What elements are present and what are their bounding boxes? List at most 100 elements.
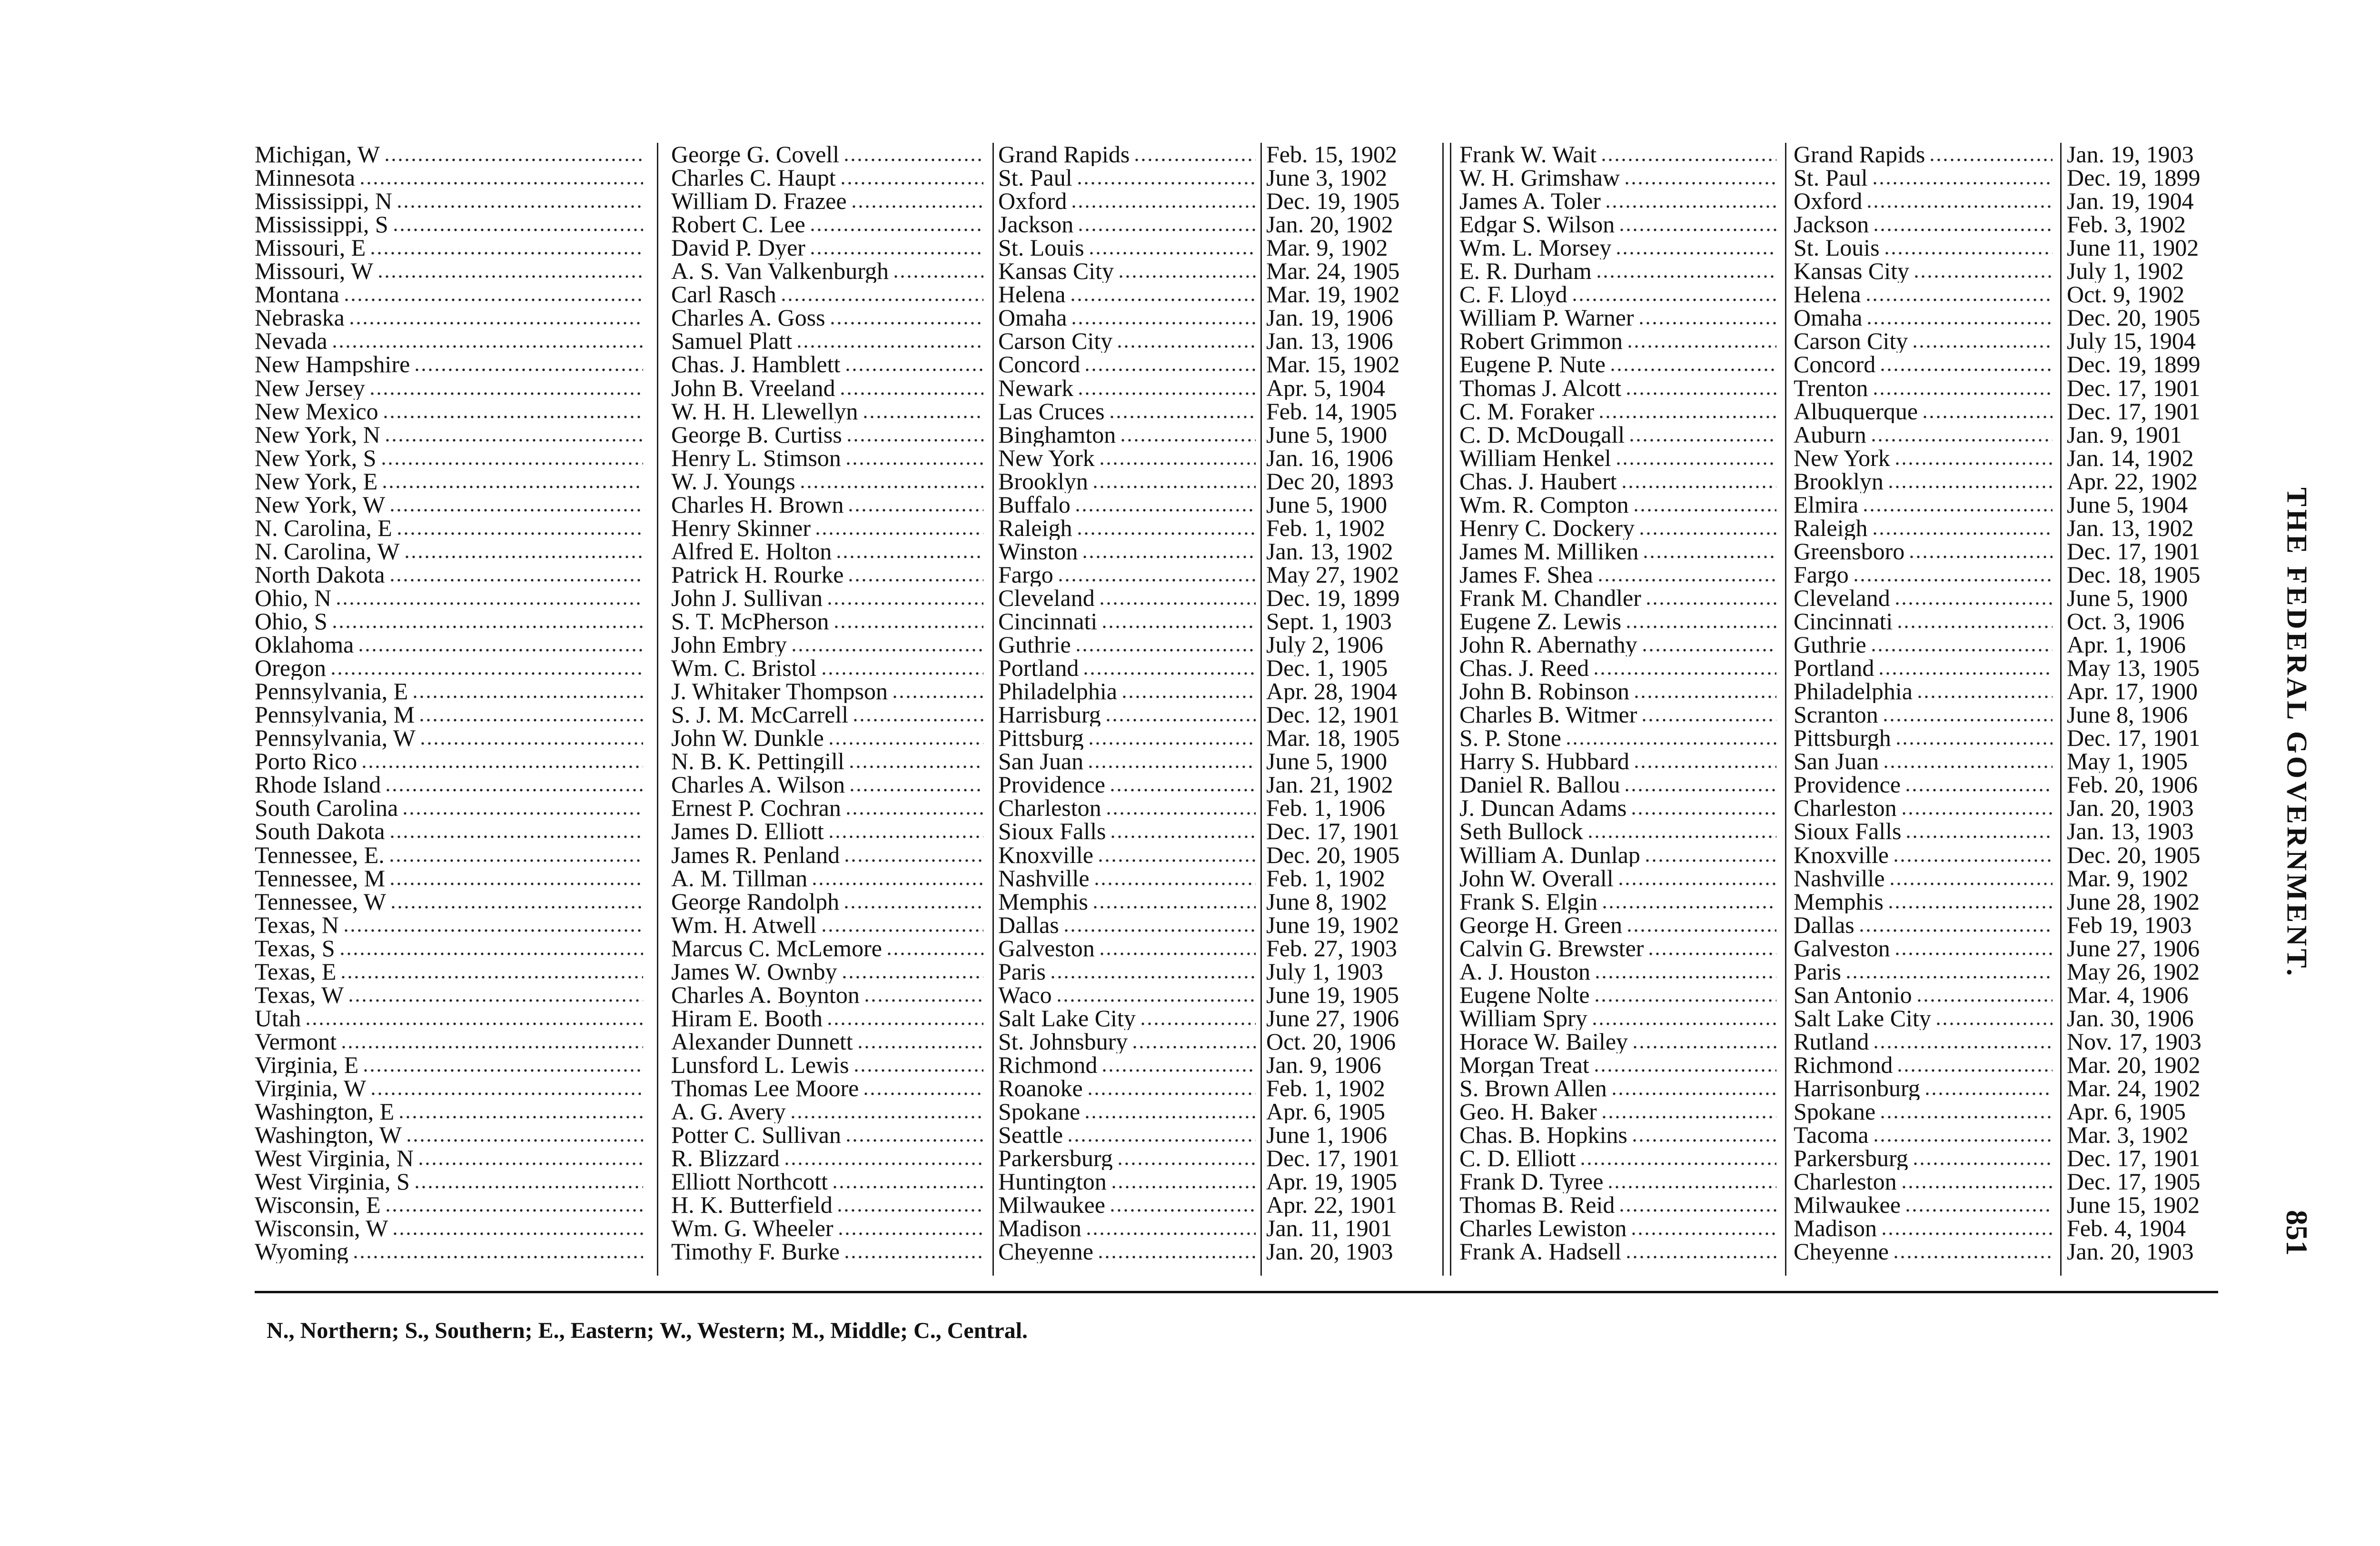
marshal-city-text: Providence xyxy=(1794,773,1901,797)
judge-appointed-text: Jan. 11, 1901 xyxy=(1266,1217,1392,1240)
dot-leader xyxy=(1133,159,1256,161)
marshal-appointed-cell: Dec. 17, 1901 xyxy=(2067,377,2229,400)
dot-leader xyxy=(1121,695,1256,699)
district-cell: New York, S xyxy=(255,446,645,470)
judge-appointed-cell: June 19, 1905 xyxy=(1266,983,1430,1007)
judge-appointed-text: Dec. 1, 1905 xyxy=(1266,656,1388,680)
table-row: Mississippi, N William D. Frazee Oxford Dec… xyxy=(0,189,2380,213)
dot-leader xyxy=(849,789,983,792)
judge-appointed-text: Apr. 19, 1905 xyxy=(1266,1170,1397,1194)
judge-city-cell: Waco xyxy=(998,983,1258,1007)
district-cell: Texas, N xyxy=(255,913,645,937)
judge-text: Potter C. Sullivan xyxy=(671,1123,841,1147)
dot-leader xyxy=(844,462,983,465)
dot-leader xyxy=(1085,1232,1256,1236)
marshal-cell: Charles Lewiston xyxy=(1459,1217,1778,1240)
table-row: Ohio, N John J. Sullivan Cleveland Dec. 19,… xyxy=(0,586,2380,610)
judge-appointed-cell: Dec. 19, 1899 xyxy=(1266,586,1430,610)
judge-city-text: Providence xyxy=(998,773,1105,797)
marshal-city-cell: Tacoma xyxy=(1794,1123,2054,1147)
dot-leader xyxy=(1892,1256,2053,1259)
marshal-cell: Robert Grimmon xyxy=(1459,329,1778,353)
marshal-cell: E. R. Durham xyxy=(1459,259,1778,283)
dot-leader xyxy=(368,392,643,395)
dot-leader xyxy=(1057,578,1256,582)
judge-city-text: Huntington xyxy=(998,1170,1107,1194)
marshal-cell: Calvin G. Brewster xyxy=(1459,937,1778,960)
dot-leader xyxy=(1097,1256,1256,1259)
judge-appointed-cell: Oct. 20, 1906 xyxy=(1266,1030,1430,1053)
judge-appointed-text: Feb. 1, 1902 xyxy=(1266,1077,1385,1100)
marshal-appointed-text: June 27, 1906 xyxy=(2067,936,2200,960)
marshal-cell: Frank A. Hadsell xyxy=(1459,1240,1778,1263)
judge-appointed-text: Apr. 28, 1904 xyxy=(1266,680,1397,704)
marshal-appointed-text: Mar. 24, 1902 xyxy=(2067,1077,2201,1100)
marshal-cell: George H. Green xyxy=(1459,913,1778,937)
marshal-appointed-cell: June 5, 1904 xyxy=(2067,493,2229,516)
dot-leader xyxy=(1110,835,1256,839)
dot-leader xyxy=(1593,999,1776,1002)
marshal-city-cell: Rutland xyxy=(1794,1030,2054,1053)
marshal-cell: John B. Robinson xyxy=(1459,680,1778,703)
marshal-city-cell: San Juan xyxy=(1794,750,2054,773)
judge-city-text: Las Cruces xyxy=(998,399,1105,423)
dot-leader xyxy=(1908,555,2053,558)
column-rule xyxy=(657,143,658,1276)
marshal-cell: Charles B. Witmer xyxy=(1459,703,1778,726)
judge-text: Wm. H. Atwell xyxy=(671,913,817,937)
marshal-cell: James M. Milliken xyxy=(1459,540,1778,563)
dot-leader xyxy=(827,742,983,745)
marshal-appointed-text: Apr. 6, 1905 xyxy=(2067,1100,2186,1124)
district-cell: Ohio, N xyxy=(255,586,645,610)
district-text: New York, W xyxy=(255,493,386,516)
dot-leader xyxy=(811,882,983,885)
district-text: New Mexico xyxy=(255,399,378,423)
table-row: Rhode Island Charles A. Wilson Providence J… xyxy=(0,773,2380,796)
judge-appointed-text: Apr. 22, 1901 xyxy=(1266,1193,1397,1217)
judge-city-text: Oxford xyxy=(998,189,1067,213)
table-row: Missouri, E David P. Dyer St. Louis Mar. 9,… xyxy=(0,236,2380,259)
marshal-city-text: Madison xyxy=(1794,1217,1877,1240)
marshal-appointed-text: July 15, 1904 xyxy=(2067,329,2196,353)
table-row: Ohio, S S. T. McPherson Cincinnati Sept. 1,… xyxy=(0,610,2380,633)
district-cell: Texas, E xyxy=(255,960,645,983)
judge-city-text: Helena xyxy=(998,283,1066,307)
marshal-appointed-text: Dec. 17, 1901 xyxy=(2067,1147,2201,1170)
marshal-city-text: Scranton xyxy=(1794,703,1878,727)
dot-leader xyxy=(352,1256,643,1259)
district-cell: Wisconsin, E xyxy=(255,1193,645,1217)
judge-text: Carl Rasch xyxy=(671,283,776,307)
marshal-text: Charles Lewiston xyxy=(1459,1217,1627,1240)
dot-leader xyxy=(1109,1209,1256,1212)
marshal-appointed-cell: Dec. 17, 1901 xyxy=(2067,1147,2229,1170)
marshal-appointed-cell: Dec. 19, 1899 xyxy=(2067,353,2229,376)
table-row: Pennsylvania, M S. J. M. McCarrell Harrisb… xyxy=(0,703,2380,726)
district-text: New York, S xyxy=(255,446,377,470)
dot-leader xyxy=(347,999,643,1002)
district-text: Pennsylvania, W xyxy=(255,726,416,750)
judge-appointed-text: Dec. 12, 1901 xyxy=(1266,703,1400,727)
dot-leader xyxy=(1620,485,1776,488)
judge-cell: Charles H. Brown xyxy=(671,493,985,516)
marshal-city-cell: Portland xyxy=(1794,656,2054,680)
judge-text: Chas. J. Hamblett xyxy=(671,353,841,377)
judge-appointed-text: Mar. 15, 1902 xyxy=(1266,353,1400,377)
dot-leader xyxy=(1924,1092,2053,1095)
judge-city-text: Seattle xyxy=(998,1123,1063,1147)
judge-appointed-cell: June 1, 1906 xyxy=(1266,1123,1430,1147)
marshal-text: Frank A. Hadsell xyxy=(1459,1240,1622,1264)
judge-city-text: Winston xyxy=(998,539,1078,563)
marshal-appointed-cell: Mar. 24, 1902 xyxy=(2067,1077,2229,1100)
marshal-appointed-cell: June 5, 1900 xyxy=(2067,586,2229,610)
marshal-cell: James A. Toler xyxy=(1459,189,1778,213)
judge-text: Henry Skinner xyxy=(671,516,811,540)
marshal-text: Chas. B. Hopkins xyxy=(1459,1123,1627,1147)
marshal-text: Morgan Treat xyxy=(1459,1053,1589,1077)
column-rule xyxy=(992,143,994,1276)
dot-leader xyxy=(1631,1139,1776,1142)
dot-leader xyxy=(1905,835,2053,839)
table-row: Texas, W Charles A. Boynton Waco June 19, 1… xyxy=(0,983,2380,1007)
marshal-cell: Thomas B. Reid xyxy=(1459,1193,1778,1217)
district-text: Texas, N xyxy=(255,913,339,937)
judge-appointed-text: Jan. 20, 1903 xyxy=(1266,1240,1393,1264)
